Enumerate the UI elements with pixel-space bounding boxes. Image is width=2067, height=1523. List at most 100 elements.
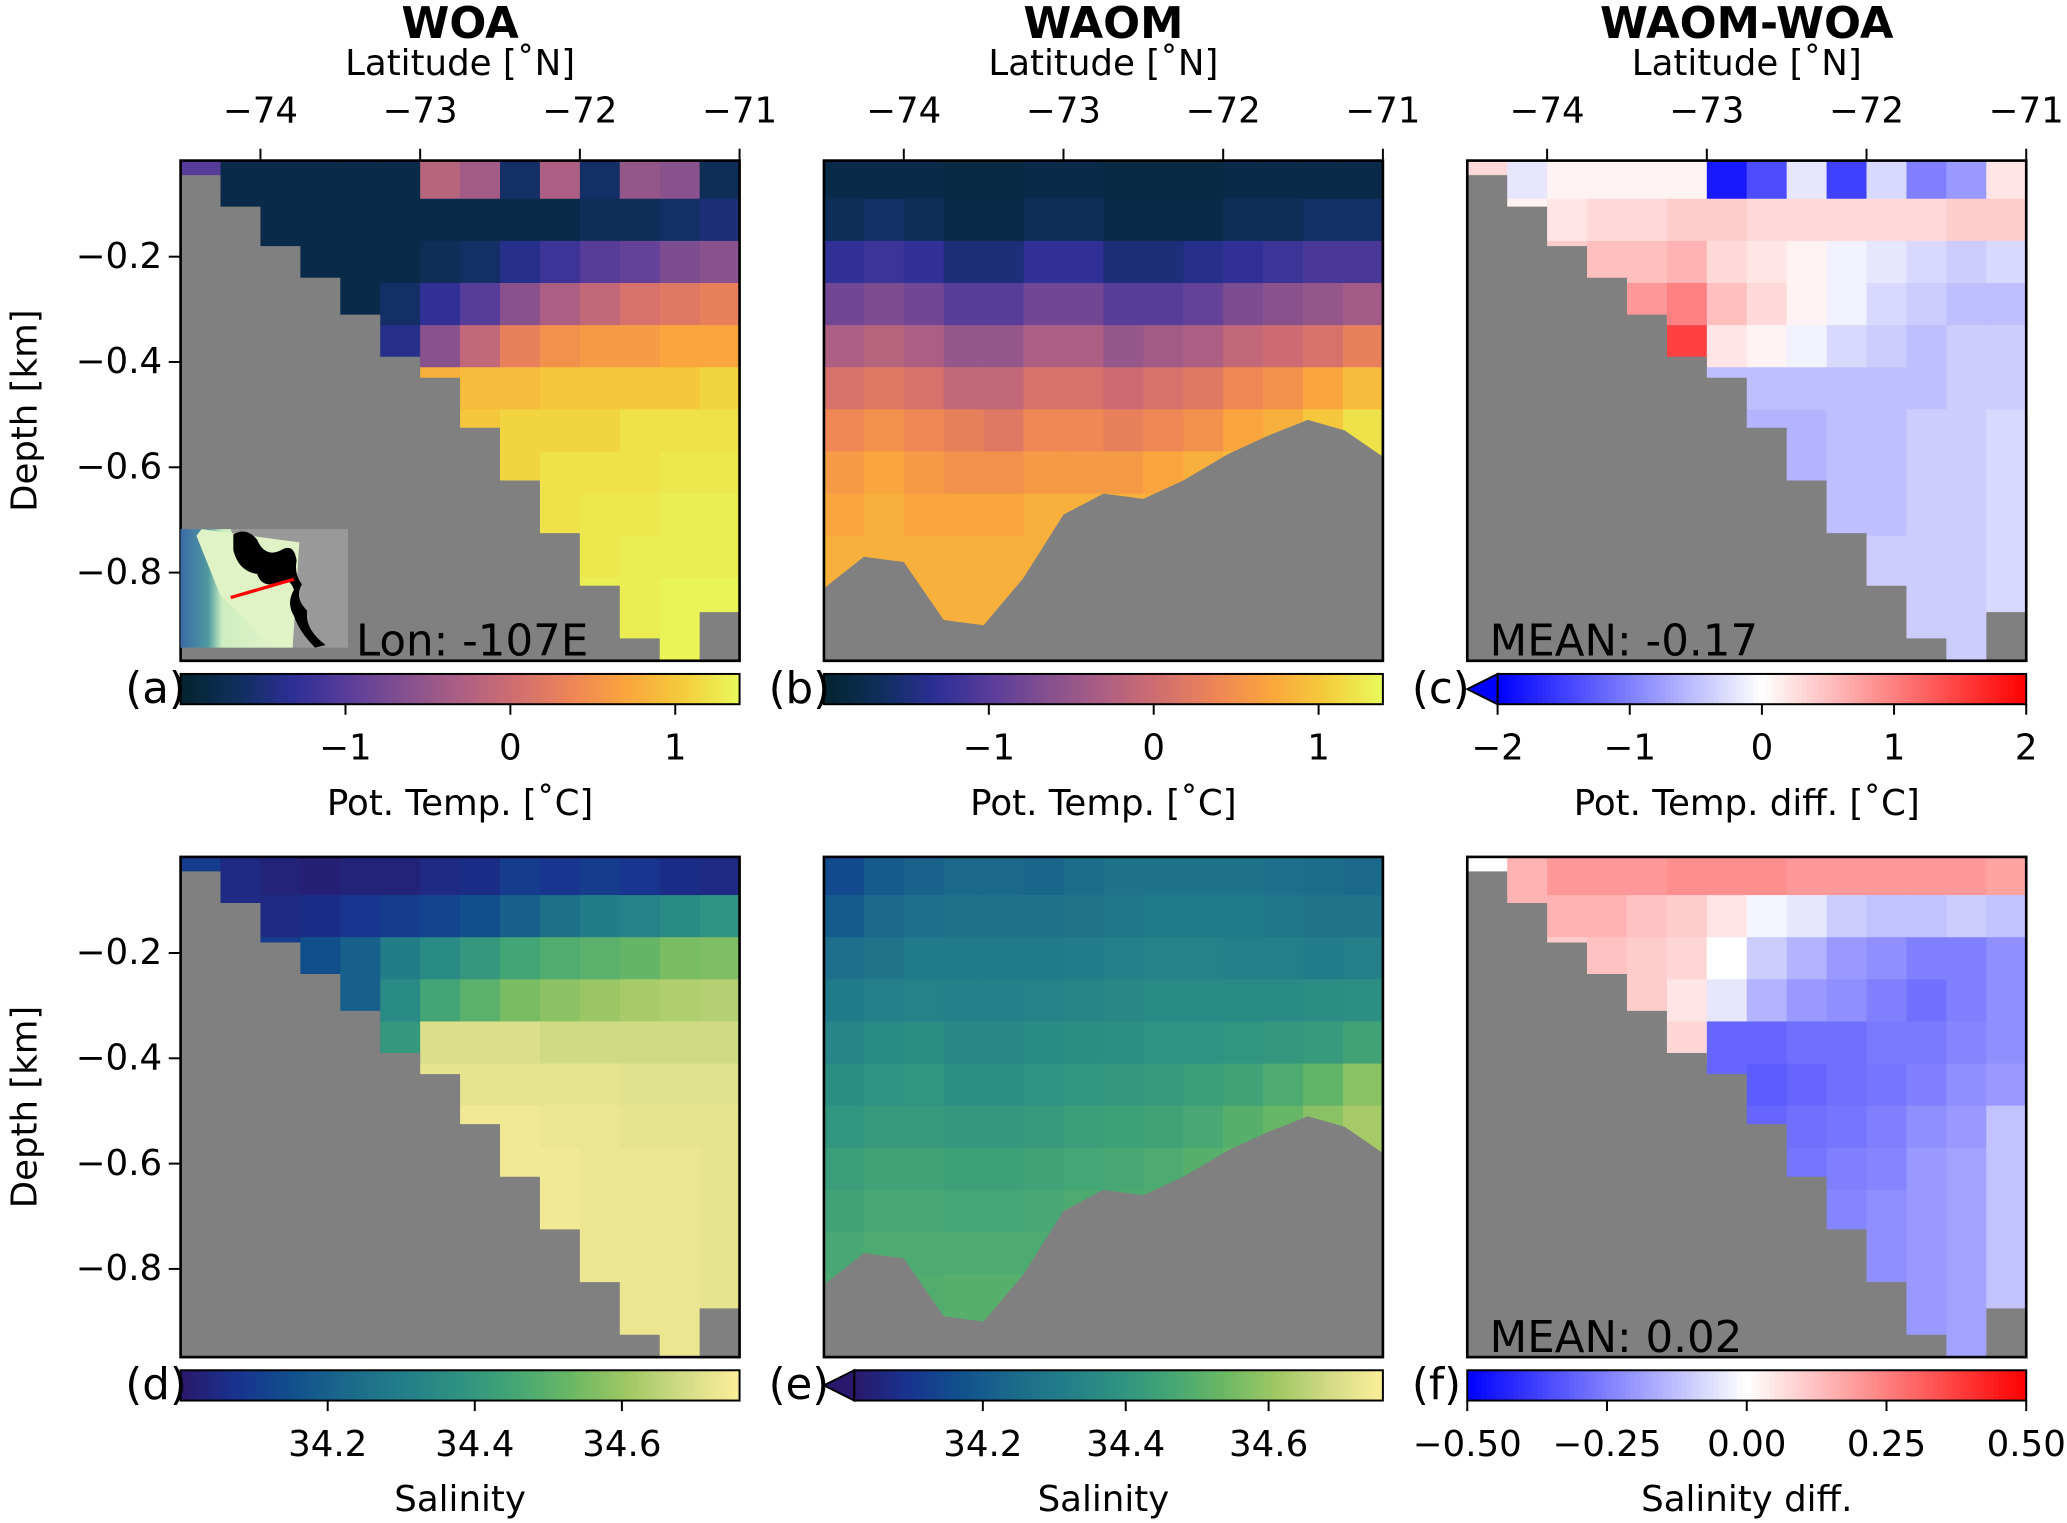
heatmap-cell: [1587, 198, 1628, 242]
heatmap-cell: [1906, 283, 1948, 326]
heatmap-cell: [380, 937, 421, 981]
colorbar-segment: [692, 673, 699, 705]
colorbar-segment: [889, 1370, 895, 1401]
colorbar-segment: [955, 1370, 961, 1401]
heatmap-cell: [1706, 240, 1748, 284]
colorbar-segment: [241, 673, 247, 705]
colorbar-segment: [1303, 673, 1310, 705]
seafloor-land: [1467, 175, 2027, 663]
heatmap-cell: [943, 283, 985, 326]
panel-annotation: Lon: -107E: [355, 614, 589, 667]
heatmap-cell: [1626, 856, 1668, 896]
colorbar-segment: [1215, 1370, 1221, 1401]
heatmap-cell: [1866, 1189, 1908, 1233]
colorbar-segment: [352, 673, 359, 705]
heatmap-cell: [619, 1105, 661, 1149]
heatmap-cell: [1063, 1105, 1105, 1149]
heatmap-cell: [1183, 160, 1224, 200]
colorbar-segment: [460, 1370, 466, 1401]
heatmap-cell: [943, 240, 985, 284]
colorbar-segment: [632, 673, 638, 705]
colorbar-segment: [1191, 673, 1198, 705]
colorbar-segment: [450, 673, 457, 705]
heatmap-cell: [1342, 1063, 1384, 1107]
heatmap-cell: [1826, 367, 1868, 411]
colorbar-segment: [1766, 673, 1772, 705]
heatmap-cell: [699, 895, 741, 938]
heatmap-cell: [1223, 856, 1264, 896]
colorbar-segment: [227, 673, 233, 705]
heatmap-cell: [1587, 937, 1628, 981]
colorbar-segment: [1560, 1370, 1566, 1401]
heatmap-cell: [1826, 895, 1868, 938]
colorbar-segment: [250, 673, 256, 705]
heatmap-cell: [340, 856, 382, 896]
colorbar-segment: [1590, 673, 1596, 705]
heatmap-cell: [1023, 409, 1065, 453]
x-axis-label: Latitude [˚N]: [1631, 43, 1862, 85]
heatmap-cell: [903, 1147, 945, 1191]
colorbar-segment: [1625, 1370, 1632, 1401]
colorbar-segment: [1182, 673, 1189, 705]
heatmap-cell: [460, 325, 501, 369]
colorbar-segment: [933, 1370, 939, 1401]
colorbar-segment: [1849, 1370, 1855, 1401]
colorbar-segment: [1923, 1370, 1930, 1401]
colorbar-segment: [893, 673, 900, 705]
colorbar-segment: [1751, 1370, 1757, 1401]
colorbar-segment: [404, 1370, 410, 1401]
heatmap-cell: [1946, 198, 1988, 242]
heatmap-cell: [1303, 198, 1344, 242]
colorbar-segment: [1485, 1370, 1492, 1401]
colorbar-segment: [571, 1370, 578, 1401]
colorbar-segment: [301, 1370, 308, 1401]
colorbar-segment: [1593, 1370, 1599, 1401]
colorbar-segment: [1108, 673, 1114, 705]
heatmap-cell: [1786, 979, 1828, 1023]
heatmap-cell: [983, 856, 1025, 896]
colorbar-segment: [940, 673, 946, 705]
heatmap-cell: [619, 283, 661, 326]
heatmap-cell: [823, 198, 865, 242]
colorbar-segment: [320, 673, 326, 705]
heatmap-cell: [1143, 1105, 1185, 1149]
colorbar-segment: [1233, 673, 1240, 705]
colorbar-segment: [1180, 1370, 1186, 1401]
heatmap-cell: [699, 283, 741, 326]
heatmap-cell: [1906, 198, 1948, 242]
heatmap-cell: [1906, 493, 1948, 537]
heatmap-cell: [1866, 1147, 1908, 1191]
colorbar-segment: [585, 673, 592, 705]
heatmap-cell: [1866, 535, 1908, 579]
colorbar-segment: [1732, 1370, 1739, 1401]
colorbar-segment: [665, 1370, 671, 1401]
heatmap-cell: [1706, 895, 1748, 938]
colorbar-segment: [1261, 673, 1268, 705]
colorbar-segment: [917, 673, 923, 705]
colorbar-segment: [1718, 1370, 1725, 1401]
heatmap-cell: [943, 1063, 985, 1107]
heatmap-cell: [1986, 937, 2028, 981]
colorbar-segment: [390, 1370, 396, 1401]
heatmap-cell: [1986, 1063, 2028, 1107]
heatmap-cell: [539, 1105, 581, 1149]
colorbar-segment: [1325, 1370, 1331, 1401]
colorbar-segment: [474, 673, 480, 705]
colorbar-tick-label: 0.50: [1986, 1424, 2066, 1466]
heatmap-cell: [260, 895, 302, 938]
heatmap-cell: [903, 895, 945, 938]
colorbar-segment: [996, 673, 1002, 705]
heatmap-cell: [539, 325, 581, 369]
colorbar-segment: [1149, 673, 1156, 705]
heatmap-cell: [1986, 283, 2028, 326]
colorbar-segment: [674, 1370, 680, 1401]
heatmap-cell: [579, 325, 621, 369]
heatmap-cell: [943, 493, 985, 537]
heatmap-cell: [619, 1189, 661, 1233]
heatmap-cell: [1103, 1147, 1145, 1191]
colorbar-segment: [581, 1370, 587, 1401]
y-tick-label: −0.8: [75, 552, 163, 593]
colorbar-segment: [371, 673, 378, 705]
colorbar-segment: [1669, 673, 1675, 705]
colorbar-segment: [1247, 673, 1254, 705]
